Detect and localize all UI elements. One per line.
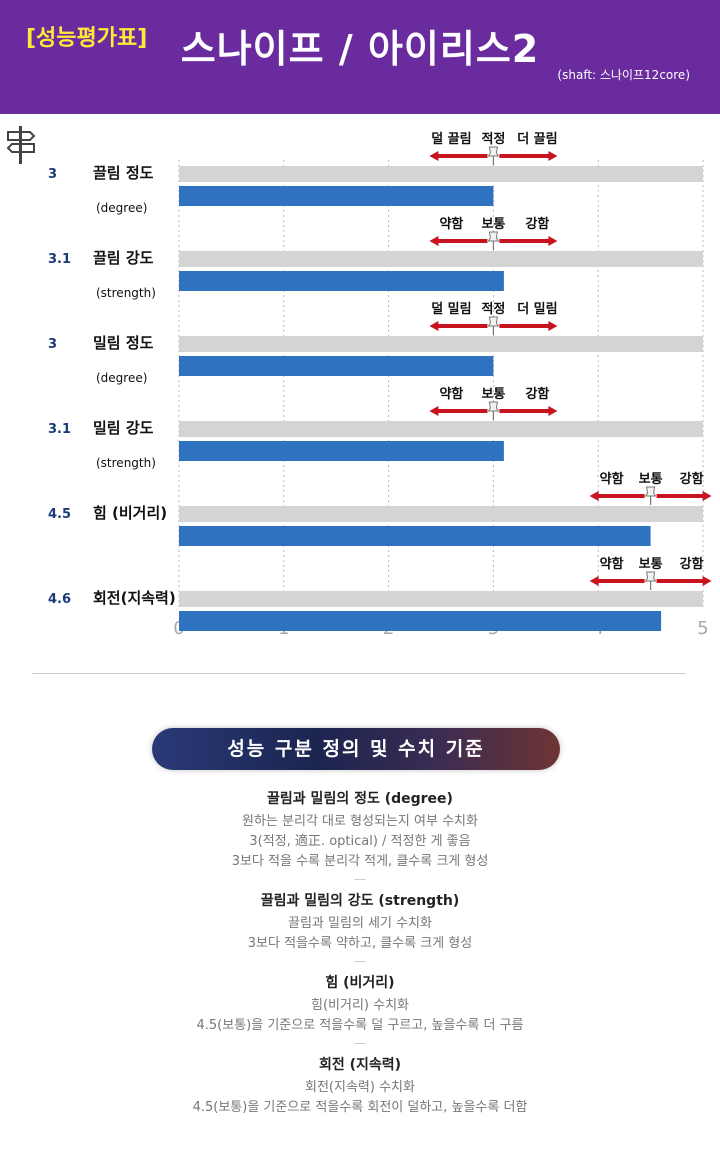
definitions-section: 끌림과 밀림의 정도 (degree) 원하는 분리각 대로 형성되는지 여부 수…: [0, 788, 720, 1118]
definition-line: 4.5(보통)을 기준으로 적을수록 덜 구르고, 높을수록 더 구름: [196, 1018, 524, 1033]
scale-label-high: 강함: [680, 556, 704, 572]
category-sub: (degree): [96, 371, 147, 385]
definition-heading: 끌림과 밀림의 정도 (degree): [267, 791, 453, 807]
value-label: 3: [48, 167, 57, 182]
scale-label-mid: 보통: [481, 217, 505, 232]
bar-track: [179, 421, 703, 437]
arrowhead-left: [429, 151, 439, 161]
definition-line: 3보다 적을수록 약하고, 클수록 크게 형성: [247, 936, 473, 951]
arrowhead-right: [548, 151, 558, 161]
arrowhead-left: [589, 576, 599, 586]
bar-track: [179, 166, 703, 182]
value-label: 4.5: [48, 507, 71, 522]
bar-track: [179, 336, 703, 352]
definition-line: 4.5(보통)을 기준으로 적을수록 회전이 덜하고, 높을수록 더함: [192, 1100, 528, 1115]
page-title: 스나이프 / 아이리스2: [180, 27, 540, 71]
pin-icon: [644, 486, 657, 497]
definition-line: 원하는 분리각 대로 형성되는지 여부 수치화: [242, 814, 478, 829]
definition-line: 끌림과 밀림의 세기 수치화: [288, 916, 432, 931]
scale-label-low: 약함: [439, 386, 463, 402]
arrowhead-left: [429, 321, 439, 331]
definition-separator: [354, 1043, 366, 1044]
value-label: 3.1: [48, 422, 71, 437]
arrowhead-right: [702, 491, 712, 501]
scale-label-mid: 보통: [639, 557, 663, 572]
definition-heading: 힘 (비거리): [325, 975, 395, 991]
arrowhead-left: [589, 491, 599, 501]
arrowhead-left: [429, 406, 439, 416]
arrowhead-right: [548, 236, 558, 246]
scale-label-high: 강함: [680, 471, 704, 487]
scale-label-high: 강함: [525, 386, 549, 402]
arrowhead-right: [548, 406, 558, 416]
x-tick-label: 5: [697, 618, 708, 639]
scale-label-low: 약함: [600, 556, 624, 572]
arrowhead-right: [548, 321, 558, 331]
eval-badge: [성능평가표]: [26, 26, 148, 51]
scale-label-low: 약함: [600, 471, 624, 487]
category-name: 회전(지속력): [93, 589, 176, 607]
value-label: 3: [48, 337, 57, 352]
data-bar: [179, 271, 504, 291]
category-name: 밀림 강도: [93, 419, 154, 437]
pin-icon: [487, 316, 500, 327]
definition-separator: [354, 879, 366, 880]
data-bar: [179, 526, 651, 546]
category-name: 힘 (비거리): [93, 504, 167, 522]
pin-icon: [487, 146, 500, 157]
definition-block: 힘 (비거리) 힘(비거리) 수치화 4.5(보통)을 기준으로 적을수록 덜 구르…: [0, 972, 720, 1044]
definition-line: 회전(지속력) 수치화: [305, 1080, 415, 1095]
value-label: 4.6: [48, 592, 71, 607]
category-sub: (degree): [96, 201, 147, 215]
value-label: 3.1: [48, 252, 71, 267]
definition-line: 3보다 적을 수록 분리각 적게, 클수록 크게 형성: [231, 854, 489, 869]
category-sub: (strength): [96, 286, 156, 300]
definition-heading: 회전 (지속력): [318, 1057, 402, 1073]
scale-label-low: 덜 끌림: [431, 131, 471, 147]
definition-line: 힘(비거리) 수치화: [311, 998, 409, 1013]
data-bar: [179, 441, 504, 461]
bar-track: [179, 506, 703, 522]
pin-icon: [487, 231, 500, 242]
definition-separator: [354, 961, 366, 962]
pin-icon: [644, 571, 657, 582]
data-bar: [179, 611, 662, 631]
scale-label-high: 더 밀림: [517, 301, 557, 317]
shaft-note: (shaft: 스나이프12core): [557, 68, 690, 82]
scale-label-high: 더 끌림: [517, 131, 557, 147]
scale-label-mid: 보통: [481, 387, 505, 402]
bar-track: [179, 251, 703, 267]
scale-label-high: 강함: [525, 216, 549, 232]
category-name: 끌림 정도: [93, 164, 154, 182]
definition-line: 3(적정, 適正. optical) / 적정한 게 좋음: [249, 834, 471, 849]
data-bar: [179, 186, 494, 206]
definitions-banner: 성능 구분 정의 및 수치 기준: [152, 728, 560, 770]
definition-block: 회전 (지속력) 회전(지속력) 수치화 4.5(보통)을 기준으로 적을수록 회전…: [0, 1054, 720, 1117]
pin-icon: [487, 401, 500, 412]
section-divider: [32, 673, 686, 674]
scale-label-low: 덜 밀림: [431, 301, 471, 317]
scale-label-mid: 보통: [639, 472, 663, 487]
bar-track: [179, 591, 703, 607]
scale-label-mid: 적정: [481, 301, 505, 317]
definition-heading: 끌림과 밀림의 강도 (strength): [260, 893, 460, 909]
arrowhead-right: [702, 576, 712, 586]
category-sub: (strength): [96, 456, 156, 470]
signpost-icon: [6, 126, 36, 164]
scale-label-low: 약함: [439, 216, 463, 232]
arrowhead-left: [429, 236, 439, 246]
category-name: 끌림 강도: [93, 249, 154, 267]
definition-block: 끌림과 밀림의 강도 (strength) 끌림과 밀림의 세기 수치화 3보다 적…: [0, 890, 720, 962]
data-bar: [179, 356, 494, 376]
header-banner: [성능평가표] 스나이프 / 아이리스2 (shaft: 스나이프12core): [0, 0, 720, 114]
definition-block: 끌림과 밀림의 정도 (degree) 원하는 분리각 대로 형성되는지 여부 수…: [0, 788, 720, 880]
scale-label-mid: 적정: [481, 131, 505, 147]
category-name: 밀림 정도: [93, 334, 154, 352]
